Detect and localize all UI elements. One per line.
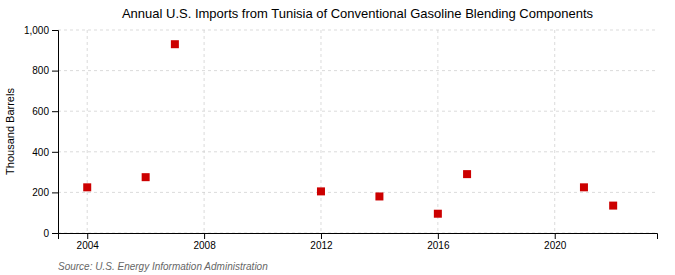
point bbox=[580, 183, 588, 191]
tick-label: 2004 bbox=[77, 240, 100, 251]
y-axis-label: Thousand Barrels bbox=[4, 88, 16, 175]
point bbox=[171, 40, 179, 48]
tick: 2004 bbox=[77, 233, 100, 251]
tick: 2008 bbox=[193, 233, 216, 251]
grid-line-x bbox=[320, 30, 321, 233]
tick-label: 2020 bbox=[544, 240, 567, 251]
plot: 2004 2008 2012 2016 2020 0 200 400 600 800 1,000 bbox=[24, 25, 658, 251]
tick-mark bbox=[555, 233, 556, 239]
tick-mark bbox=[52, 152, 58, 153]
tick-mark bbox=[87, 233, 88, 239]
tick-label: 2016 bbox=[427, 240, 450, 251]
point bbox=[375, 192, 383, 200]
chart: 2004 2008 2012 2016 2020 0 200 400 600 800 1,000 An… bbox=[0, 0, 675, 275]
tick-mark bbox=[438, 233, 439, 239]
tick: 1,000 bbox=[24, 25, 58, 36]
grid-line-y bbox=[58, 151, 657, 152]
grid-line-x bbox=[437, 30, 438, 233]
points bbox=[83, 40, 617, 218]
tick: 2012 bbox=[310, 233, 333, 251]
tick-mark bbox=[204, 233, 205, 239]
tick-mark bbox=[52, 233, 58, 234]
tick: 600 bbox=[32, 106, 58, 117]
tick: 800 bbox=[32, 65, 58, 76]
tick-label: 2008 bbox=[193, 240, 216, 251]
tick-label: 0 bbox=[43, 228, 49, 239]
grid-line-x bbox=[204, 30, 205, 233]
point bbox=[317, 187, 325, 195]
tick-label: 800 bbox=[32, 65, 49, 76]
tick: 400 bbox=[32, 147, 58, 158]
tick-mark bbox=[52, 30, 58, 31]
point bbox=[434, 210, 442, 218]
point bbox=[83, 183, 91, 191]
tick-mark bbox=[52, 111, 58, 112]
tick-label: 1,000 bbox=[24, 25, 49, 36]
tick: 200 bbox=[32, 187, 58, 198]
tick-mark bbox=[52, 71, 58, 72]
axis-line bbox=[59, 234, 658, 240]
tick: 2020 bbox=[544, 233, 567, 251]
tick-label: 200 bbox=[32, 187, 49, 198]
tick-label: 600 bbox=[32, 106, 49, 117]
title: Annual U.S. Imports from Tunisia of Conv… bbox=[122, 6, 594, 21]
grid bbox=[58, 30, 657, 233]
x-axis: 2004 2008 2012 2016 2020 bbox=[59, 233, 658, 251]
grid-line-x bbox=[554, 30, 555, 233]
grid-line-y bbox=[58, 192, 657, 193]
grid-line-x bbox=[87, 30, 88, 233]
grid-line-y bbox=[58, 111, 657, 112]
tick-mark bbox=[52, 192, 58, 193]
point bbox=[463, 170, 471, 178]
point bbox=[609, 202, 617, 210]
tick: 2016 bbox=[427, 233, 450, 251]
grid-line-y bbox=[58, 70, 657, 71]
tick-label: 2012 bbox=[310, 240, 333, 251]
tick: 0 bbox=[43, 228, 58, 239]
tick-label: 400 bbox=[32, 147, 49, 158]
tick-mark bbox=[321, 233, 322, 239]
axis-line bbox=[52, 31, 59, 234]
annotation: Source: U.S. Energy Information Administ… bbox=[58, 261, 268, 272]
grid-line-y bbox=[58, 30, 657, 31]
y-axis: 0 200 400 600 800 1,000 bbox=[24, 25, 59, 239]
point bbox=[142, 173, 150, 181]
